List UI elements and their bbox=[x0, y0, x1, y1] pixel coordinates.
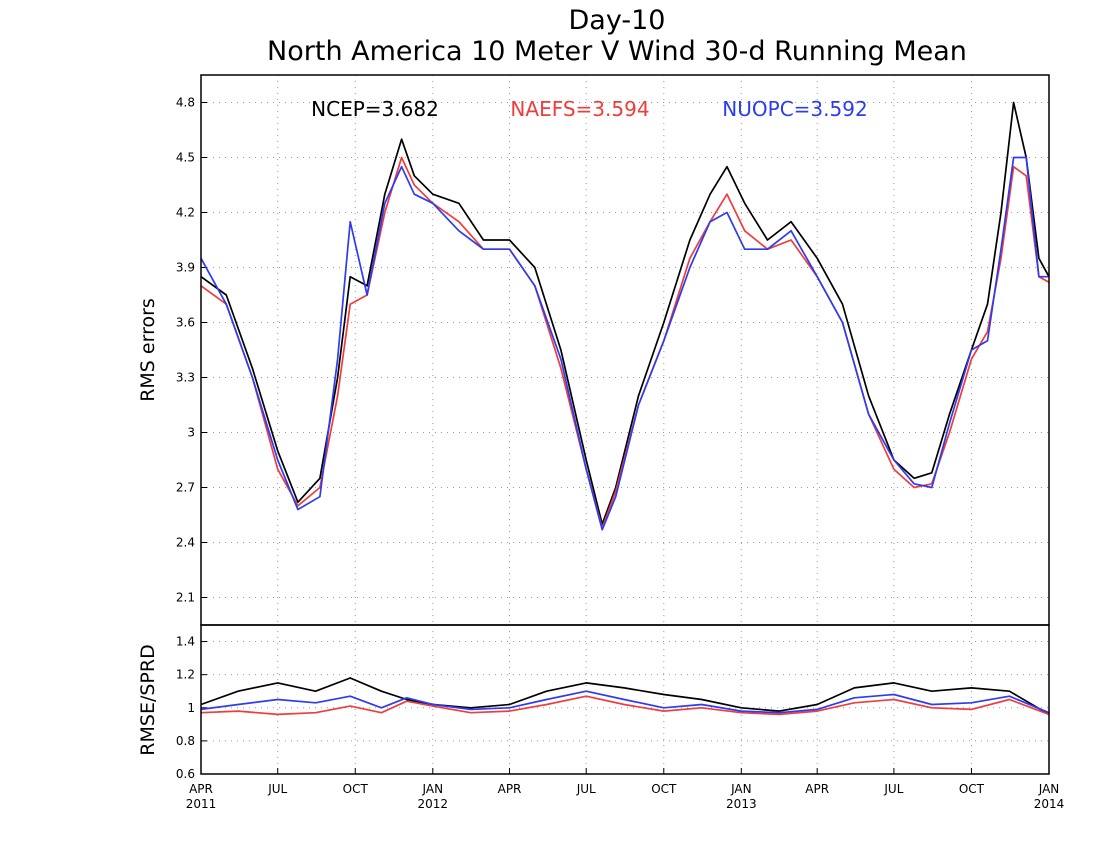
y-tick-label: 3 bbox=[187, 426, 195, 440]
x-tick-month: JAN bbox=[1038, 782, 1060, 796]
legend-stats: NCEP=3.682 NAEFS=3.594 NUOPC=3.592 bbox=[311, 97, 868, 121]
ratio-y-axis-label: RMSE/SPRD bbox=[137, 644, 159, 755]
x-tick-year: 2011 bbox=[186, 797, 217, 811]
y-tick-label: 3.6 bbox=[176, 316, 195, 330]
series-line-nuopc bbox=[200, 156, 1049, 531]
series-line-nuopc bbox=[200, 690, 1050, 714]
ratio-y-ticks: 0.6 0.8 1 1.2 1.4 bbox=[176, 635, 207, 781]
series-line-naefs bbox=[200, 156, 1050, 529]
series-line-ncep bbox=[200, 101, 1050, 526]
y-tick-label: 3.3 bbox=[176, 371, 195, 385]
ratio-grid bbox=[201, 625, 1049, 774]
main-y-ticks: 2.1 2.4 2.7 3 3.3 3.6 3.9 4.2 4.5 4.8 bbox=[176, 96, 207, 605]
x-tick-month: JAN bbox=[730, 782, 752, 796]
y-tick-label: 2.4 bbox=[176, 536, 195, 550]
series-line-naefs bbox=[200, 695, 1050, 716]
series-line-ncep bbox=[200, 677, 1050, 716]
x-tick-year: 2013 bbox=[726, 797, 757, 811]
x-tick-month: JAN bbox=[422, 782, 444, 796]
y-tick-label: 2.7 bbox=[176, 481, 195, 495]
x-tick-month: OCT bbox=[343, 782, 369, 796]
main-grid bbox=[201, 75, 1049, 625]
legend-stat-1: NCEP=3.682 bbox=[311, 97, 439, 121]
x-tick-month: JUL bbox=[576, 782, 596, 796]
y-tick-label: 4.8 bbox=[176, 96, 195, 110]
y-tick-label: 4.2 bbox=[176, 206, 195, 220]
main-y-axis-label: RMS errors bbox=[137, 298, 159, 402]
y-tick-label: 1 bbox=[187, 701, 195, 715]
x-tick-month: APR bbox=[189, 782, 213, 796]
x-tick-month: JUL bbox=[267, 782, 287, 796]
x-tick-month: OCT bbox=[651, 782, 677, 796]
main-series bbox=[200, 101, 1050, 531]
ratio-frame bbox=[200, 624, 1050, 775]
legend-stat-3: NUOPC=3.592 bbox=[722, 97, 867, 121]
y-tick-label: 1.2 bbox=[176, 668, 195, 682]
y-tick-label: 3.9 bbox=[176, 261, 195, 275]
chart-title: Day-10 bbox=[569, 5, 666, 36]
y-tick-label: 0.6 bbox=[176, 767, 195, 781]
y-tick-label: 0.8 bbox=[176, 734, 195, 748]
main-panel: 2.12.42.733.33.63.94.24.54.8 RMS errors … bbox=[137, 74, 1050, 626]
x-tick-month: OCT bbox=[959, 782, 985, 796]
y-tick-label: 4.5 bbox=[176, 151, 195, 165]
y-tick-label: 2.1 bbox=[176, 591, 195, 605]
x-tick-year: 2014 bbox=[1034, 797, 1065, 811]
x-tick-month: JUL bbox=[883, 782, 903, 796]
x-tick-month: APR bbox=[498, 782, 522, 796]
x-tick-year: 2012 bbox=[418, 797, 449, 811]
ratio-series bbox=[200, 677, 1050, 716]
x-tick-month: APR bbox=[805, 782, 829, 796]
y-tick-label: 1.4 bbox=[176, 635, 195, 649]
chart-subtitle: North America 10 Meter V Wind 30-d Runni… bbox=[267, 36, 967, 67]
legend-stat-2: NAEFS=3.594 bbox=[510, 97, 649, 121]
